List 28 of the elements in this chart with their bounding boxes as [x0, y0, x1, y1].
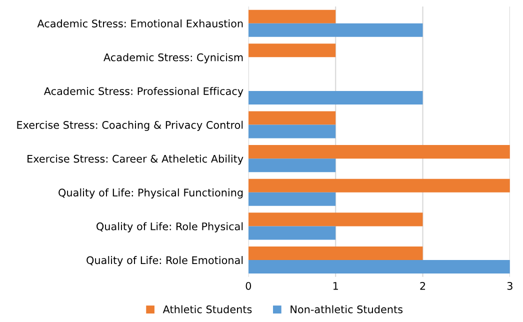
y-tick-label: Academic Stress: Cynicism	[104, 53, 243, 64]
bar	[248, 124, 336, 138]
bar	[248, 10, 336, 24]
y-tick-label: Quality of Life: Physical Functioning	[58, 188, 243, 199]
bar	[248, 246, 423, 260]
x-tick-label: 2	[420, 282, 426, 290]
bar	[248, 23, 423, 37]
bar	[248, 226, 336, 240]
bar	[248, 178, 510, 192]
y-tick-label: Academic Stress: Emotional Exhaustion	[37, 19, 243, 28]
x-tick-label: 0	[246, 282, 252, 290]
legend-label: Non-athletic Students	[290, 305, 403, 314]
bar	[248, 192, 336, 206]
bar	[248, 44, 336, 58]
y-tick-label: Academic Stress: Professional Efficacy	[44, 87, 244, 98]
bar	[248, 145, 510, 159]
bar	[248, 158, 336, 172]
y-tick-label: Quality of Life: Role Physical	[96, 222, 243, 232]
x-tick-label: 1	[333, 282, 338, 290]
bar	[248, 90, 423, 104]
bar	[248, 212, 423, 226]
bar	[248, 260, 510, 274]
y-tick-label: Exercise Stress: Career & Atheletic Ability	[28, 154, 244, 165]
bar	[248, 111, 336, 125]
legend-label: Athletic Students	[162, 305, 252, 314]
x-tick-label: 3	[507, 282, 512, 290]
y-tick-label: Exercise Stress: Coaching & Privacy Control	[17, 120, 243, 131]
y-tick-label: Quality of Life: Role Emotional	[86, 256, 243, 266]
